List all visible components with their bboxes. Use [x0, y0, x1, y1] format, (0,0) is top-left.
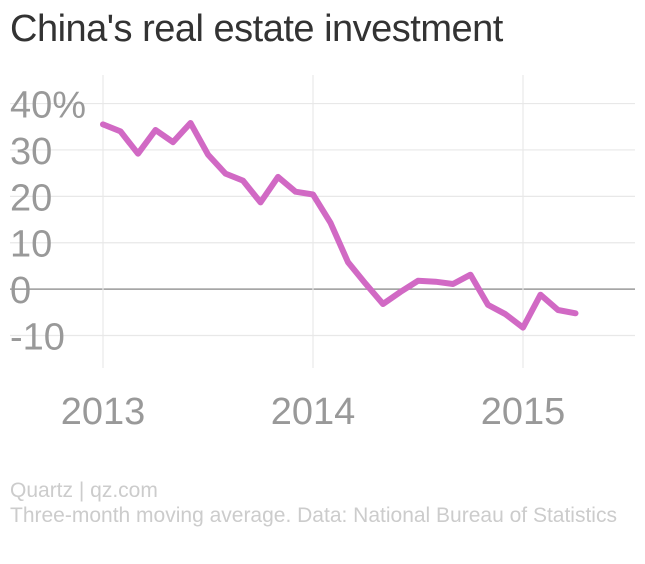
y-tick-label: -10: [10, 317, 65, 359]
x-axis-ticks: 2013 2014 2015: [61, 391, 566, 433]
y-tick-label: 20: [10, 177, 52, 219]
chart-footer: Quartz | qz.com Three-month moving avera…: [10, 478, 630, 528]
series-line: [100, 120, 579, 331]
y-tick-label: 0: [10, 270, 31, 312]
chart-title: China's real estate investment: [10, 8, 503, 50]
x-tick-label: 2014: [271, 391, 356, 433]
line-layer: [100, 120, 579, 331]
x-tick-label: 2013: [61, 391, 146, 433]
source-credit: Quartz | qz.com: [10, 479, 158, 502]
source-note: Three-month moving average. Data: Nation…: [10, 504, 617, 527]
y-tick-label: 10: [10, 224, 52, 266]
y-tick-label: 40%: [10, 85, 86, 127]
y-tick-label: 30: [10, 131, 52, 173]
grid-layer: [10, 75, 635, 368]
x-tick-label: 2015: [481, 391, 566, 433]
